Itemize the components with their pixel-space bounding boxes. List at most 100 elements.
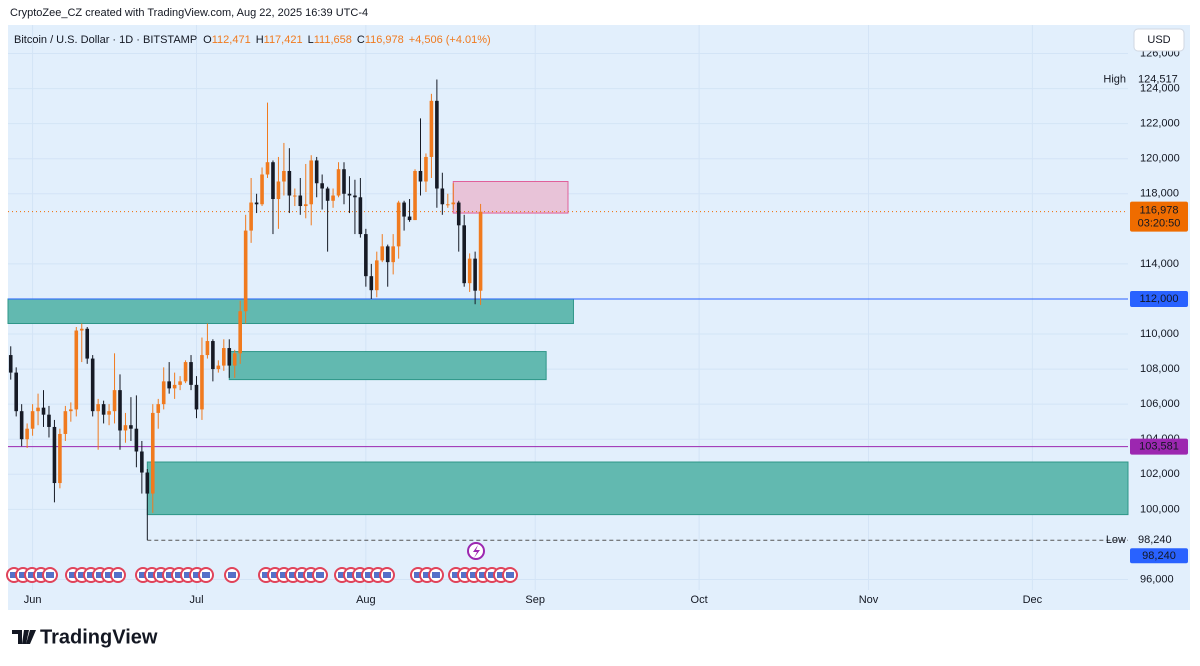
event-icon-flag [461,572,469,578]
zone [146,461,1129,516]
event-icon-flag [374,572,382,578]
currency: USD [1147,34,1170,46]
candle-body [140,451,144,473]
candle-body [374,260,379,291]
event-icon-flag [166,572,174,578]
low-value: 98,240 [1138,534,1172,546]
credit: CryptoZee_CZ created with TradingView.co… [10,7,368,19]
candle-body [249,202,253,231]
candle-body [271,162,275,200]
candle-body [364,234,368,277]
candle-body [63,411,68,434]
candle-body [265,162,270,175]
candle-body [178,381,182,385]
candle-body [254,202,259,205]
candle-body [287,170,292,196]
ohlc-key: H [256,34,264,46]
event-icon-flag [383,572,391,578]
candle-body [320,183,324,189]
x-tick-label: Sep [525,594,545,606]
event-icon-flag [271,572,279,578]
event-icon-flag [289,572,297,578]
candle-body [303,204,308,207]
y-tick-label: 96,000 [1140,573,1174,585]
candle-body [41,407,46,415]
candle-body [342,169,346,194]
event-icon-flag [193,572,201,578]
y-tick-label: 106,000 [1140,398,1180,410]
candle-body [150,412,155,494]
low-badge [1130,548,1188,564]
candle-body [19,411,24,440]
candle-body [30,411,35,429]
candle-body [183,362,188,382]
level-badge-label: 103,581 [1139,440,1179,452]
candle-body [205,341,210,356]
candle-body [14,372,18,412]
x-tick-label: Aug [356,594,376,606]
candle-body [260,174,264,205]
candle-body [413,170,417,221]
event-icon-flag [37,572,45,578]
candle-body [222,348,226,366]
candle-body [298,195,303,207]
candle-body [47,414,51,427]
event-icon-flag [105,572,113,578]
zone [452,180,569,214]
y-tick-label: 108,000 [1140,363,1180,375]
candle-body [85,328,90,359]
x-tick-label: Oct [691,594,708,606]
event-icon-flag [479,572,487,578]
candle-body [36,407,40,412]
candle-body [396,202,401,247]
zone [228,351,547,381]
event-icon-flag [470,572,478,578]
ohlc-value: 117,421 [264,34,303,46]
event-icon-flag [280,572,288,578]
y-tick-label: 100,000 [1140,503,1180,515]
candle-body [467,258,472,284]
candle-body [293,195,297,197]
x-tick-label: Jun [24,594,42,606]
ohlc-key: O [203,34,212,46]
candle-body [58,433,62,484]
y-tick-label: 110,000 [1140,328,1179,340]
event-icon-flag [46,572,54,578]
candle-body [418,170,423,182]
symbol: Bitcoin / U.S. Dollar · 1D · BITSTAMP [14,34,197,46]
candle-body [429,100,434,157]
candle-body [227,348,232,366]
candle-body [79,328,84,331]
event-icon-flag [28,572,36,578]
candle-body [331,195,335,201]
ohlc-key: C [357,34,365,46]
candle-body [172,384,177,389]
candle-body [347,193,352,196]
candle-body [276,181,281,200]
high-text: High [1103,73,1126,85]
candle-body [369,276,374,291]
event-icon-flag [262,572,270,578]
y-tick-label: 122,000 [1140,118,1180,130]
candle-body [446,204,450,206]
ohlc-value: 112,471 [212,34,251,46]
event-icon-flag [316,572,324,578]
event-icon-flag [69,572,77,578]
candle-body [309,160,314,205]
candle-body [96,404,100,412]
last-price-label: 116,978 [1140,205,1179,217]
brand-text: TradingView [40,626,158,648]
change: +4,506 (+4.01%) [409,34,491,46]
candle-body [129,425,133,429]
event-icon-flag [414,572,422,578]
event-icon-flag [139,572,147,578]
candle-body [238,311,242,354]
level-badge-label: 112,000 [1140,293,1179,305]
candle-body [391,246,395,263]
event-icon-flag [365,572,373,578]
candle-body [243,230,248,312]
candle-body [424,156,428,182]
event-icon-flag [298,572,306,578]
